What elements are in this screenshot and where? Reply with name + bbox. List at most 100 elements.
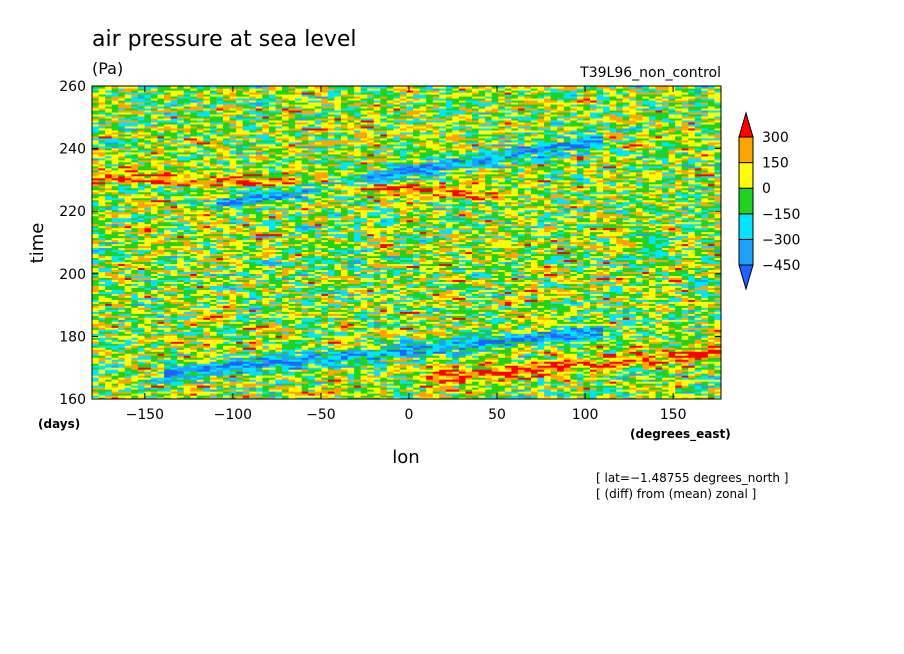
heatmap-cell: [675, 353, 683, 356]
heatmap-cell: [367, 363, 375, 366]
heatmap-cell: [642, 397, 650, 399]
heatmap-cell: [301, 375, 309, 378]
heatmap-cell: [458, 387, 467, 390]
heatmap-cell: [301, 367, 309, 370]
heatmap-cell: [655, 355, 663, 358]
heatmap-cell: [707, 389, 716, 392]
heatmap-cell: [223, 353, 231, 356]
heatmap-cell: [354, 355, 362, 358]
heatmap-cell: [524, 357, 532, 360]
heatmap-cell: [583, 367, 591, 370]
heatmap-cell: [92, 381, 100, 384]
heatmap-cell: [570, 363, 578, 366]
heatmap-cell: [177, 357, 185, 360]
heatmap-cell: [491, 359, 499, 362]
heatmap-cell: [399, 361, 408, 364]
heatmap-cell: [603, 373, 611, 376]
heatmap-cell: [170, 395, 178, 398]
heatmap-cell: [465, 353, 473, 356]
heatmap-cell: [635, 385, 643, 388]
heatmap-cell: [183, 385, 191, 388]
heatmap-cell: [327, 351, 336, 354]
heatmap-cell: [321, 361, 329, 364]
heatmap-cell: [629, 383, 637, 386]
heatmap-cell: [98, 393, 106, 396]
heatmap-cell: [550, 379, 558, 382]
heatmap-cell: [432, 371, 440, 374]
heatmap-cell: [714, 377, 721, 380]
heatmap-cell: [196, 377, 204, 380]
heatmap-cell: [170, 357, 178, 360]
heatmap-cell: [137, 351, 146, 354]
heatmap-cell: [157, 379, 165, 382]
heatmap-cell: [203, 395, 211, 398]
heatmap-cell: [157, 383, 165, 386]
heatmap-cell: [583, 359, 591, 362]
heatmap-cell: [648, 387, 657, 390]
heatmap-cell: [576, 369, 585, 372]
heatmap-cell: [183, 353, 191, 356]
heatmap-cell: [596, 353, 604, 356]
heatmap-cell: [164, 357, 172, 360]
heatmap-cell: [327, 383, 336, 386]
heatmap-cell: [190, 367, 198, 370]
heatmap-cell: [393, 393, 401, 396]
heatmap-cell: [707, 353, 716, 356]
heatmap-cell: [164, 379, 172, 382]
heatmap-cell: [367, 361, 375, 364]
heatmap-cell: [301, 371, 309, 374]
heatmap-cell: [242, 367, 250, 370]
heatmap-cell: [570, 383, 578, 386]
heatmap-cell: [648, 385, 657, 388]
heatmap-cell: [216, 363, 224, 366]
heatmap-cell: [170, 349, 178, 352]
heatmap-cell: [209, 387, 218, 390]
heatmap-cell: [196, 371, 204, 374]
heatmap-cell: [662, 375, 670, 378]
heatmap-cell: [177, 361, 185, 364]
heatmap-cell: [150, 391, 159, 394]
heatmap-cell: [144, 363, 152, 366]
heatmap-cell: [635, 387, 643, 390]
heatmap-cell: [367, 397, 375, 399]
heatmap-cell: [393, 357, 401, 360]
heatmap-cell: [262, 387, 270, 390]
heatmap-cell: [524, 381, 532, 384]
heatmap-cell: [216, 393, 224, 396]
heatmap-cell: [478, 357, 486, 360]
heatmap-cell: [399, 395, 408, 398]
heatmap-cell: [340, 353, 349, 356]
heatmap-cell: [413, 363, 421, 366]
heatmap-cell: [530, 377, 539, 380]
heatmap-cell: [485, 397, 493, 399]
heatmap-cell: [524, 355, 532, 358]
heatmap-cell: [544, 371, 552, 374]
heatmap-cell: [596, 389, 604, 392]
heatmap-cell: [223, 389, 231, 392]
heatmap-cell: [216, 359, 224, 362]
heatmap-cell: [439, 369, 447, 372]
heatmap-cell: [576, 397, 585, 399]
heatmap-cell: [354, 369, 362, 372]
heatmap-cell: [452, 381, 460, 384]
heatmap-cell: [98, 361, 106, 364]
heatmap-cell: [282, 397, 290, 399]
heatmap-cell: [111, 393, 119, 396]
heatmap-cell: [458, 373, 467, 376]
heatmap-cell: [511, 367, 519, 370]
heatmap-cell: [413, 355, 421, 358]
heatmap-cell: [655, 389, 663, 392]
heatmap-cell: [321, 357, 329, 360]
heatmap-cell: [635, 383, 643, 386]
heatmap-cell: [576, 371, 585, 374]
heatmap-cell: [288, 361, 296, 364]
heatmap-cell: [118, 375, 126, 378]
heatmap-cell: [203, 379, 211, 382]
heatmap-cell: [98, 369, 106, 372]
heatmap-cell: [255, 371, 263, 374]
heatmap-cell: [301, 395, 309, 398]
heatmap-cell: [249, 355, 257, 358]
heatmap-cell: [399, 363, 408, 366]
heatmap-cell: [386, 387, 394, 390]
heatmap-cell: [589, 359, 598, 362]
